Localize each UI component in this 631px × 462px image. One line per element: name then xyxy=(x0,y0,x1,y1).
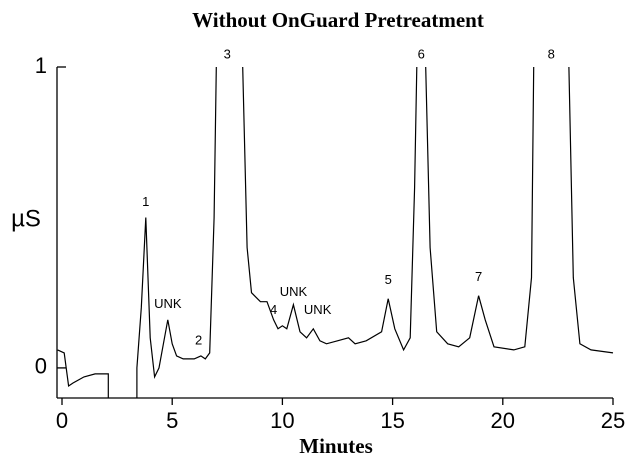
x-axis-label: Minutes xyxy=(299,434,373,458)
peak-label: 1 xyxy=(142,194,149,209)
y-tick-label: 0 xyxy=(35,354,47,379)
peak-label: 7 xyxy=(475,269,482,284)
x-tick-label: 0 xyxy=(56,408,68,433)
peak-label: 6 xyxy=(418,46,425,61)
x-tick-label: 10 xyxy=(270,408,294,433)
peak-label: 8 xyxy=(548,46,555,61)
peak-label: 4 xyxy=(270,302,277,317)
peak-label: UNK xyxy=(280,284,308,299)
peak-label: UNK xyxy=(154,296,182,311)
x-tick-label: 15 xyxy=(380,408,404,433)
trace xyxy=(57,66,614,398)
x-tick-label: 5 xyxy=(166,408,178,433)
x-tick-label: 25 xyxy=(601,408,625,433)
y-tick-label: 1 xyxy=(35,53,47,78)
chart-title: Without OnGuard Pretreatment xyxy=(192,8,484,32)
peak-label: 2 xyxy=(195,332,202,347)
peak-label: 3 xyxy=(224,46,231,61)
x-tick-label: 20 xyxy=(491,408,515,433)
y-axis-label: µS xyxy=(11,205,41,232)
peak-label: 5 xyxy=(385,272,392,287)
peak-label: UNK xyxy=(304,302,332,317)
